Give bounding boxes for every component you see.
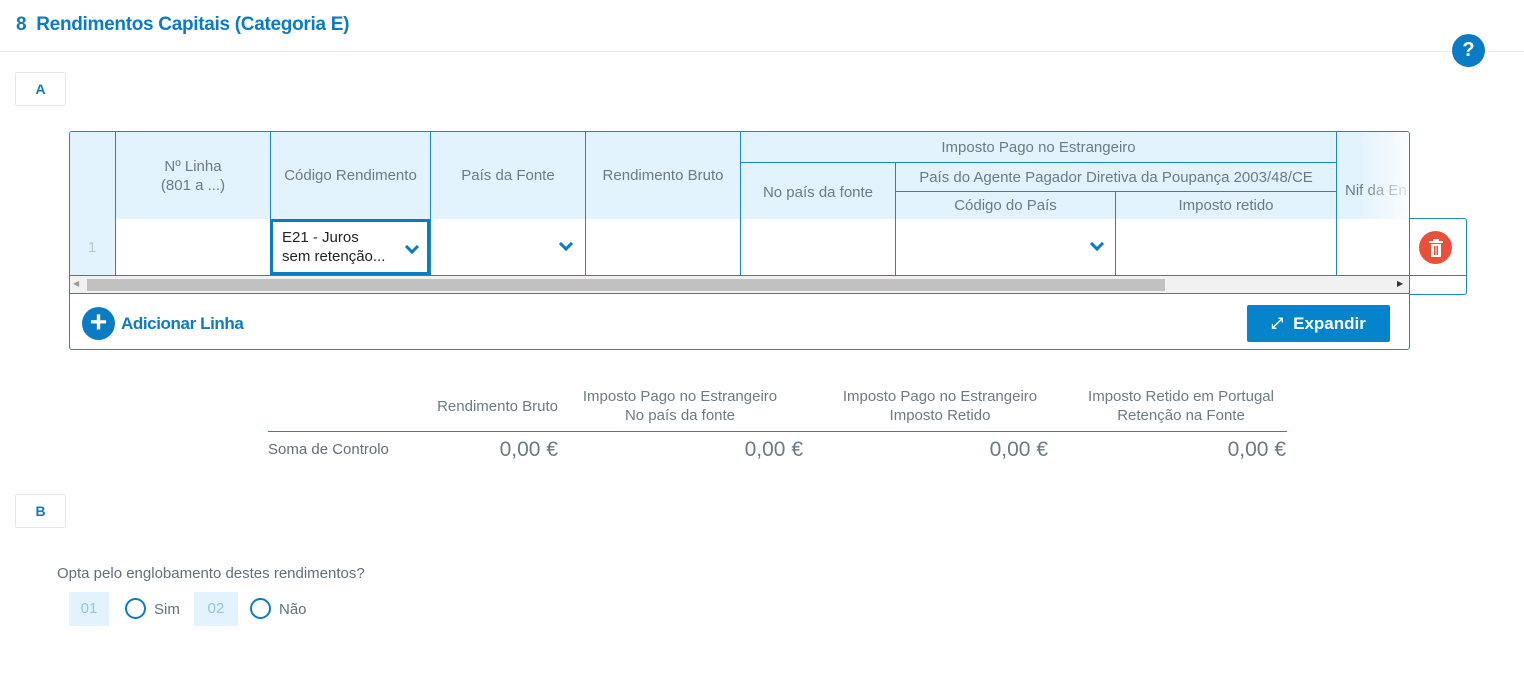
expand-icon: ⤢ bbox=[1271, 315, 1284, 332]
radio-sim-label[interactable]: Sim bbox=[154, 601, 180, 618]
col-codigo: Código Rendimento bbox=[270, 132, 430, 219]
income-table: Nº Linha (801 a ...) Código Rendimento P… bbox=[69, 131, 1410, 350]
chevron-down-icon bbox=[558, 236, 574, 252]
col-bruto: Rendimento Bruto bbox=[585, 132, 740, 219]
radio-nao[interactable] bbox=[250, 598, 271, 619]
codigo-value: E21 - Juros sem retenção... bbox=[282, 229, 386, 265]
section-a-label: A bbox=[15, 72, 66, 106]
col-group-imposto: Imposto Pago no Estrangeiro bbox=[740, 132, 1336, 162]
row-index: 1 bbox=[70, 219, 115, 275]
section-b-label: B bbox=[15, 494, 66, 528]
col-linha: Nº Linha (801 a ...) bbox=[115, 132, 270, 219]
option-code-02: 02 bbox=[194, 592, 238, 626]
plus-icon: + bbox=[82, 307, 115, 340]
add-line-button[interactable]: + Adicionar Linha bbox=[82, 307, 244, 340]
radio-sim[interactable] bbox=[125, 598, 146, 619]
summary-header-bruto: Rendimento Bruto bbox=[437, 398, 558, 415]
summary-row-label: Soma de Controlo bbox=[268, 441, 389, 458]
pais-fonte-select[interactable] bbox=[430, 219, 585, 275]
nif-input[interactable] bbox=[1336, 219, 1409, 275]
page-title: 8 Rendimentos Capitais (Categoria E) bbox=[16, 14, 350, 35]
summary-divider bbox=[268, 431, 1287, 432]
col-codigo-pais: Código do País bbox=[895, 191, 1115, 219]
rendimento-bruto-input[interactable] bbox=[585, 219, 740, 275]
summary-header-no-pais: Imposto Pago no Estrangeiro No país da f… bbox=[582, 388, 778, 424]
imposto-retido-input[interactable] bbox=[1115, 219, 1336, 275]
option-code-01: 01 bbox=[69, 592, 109, 626]
delete-row-button[interactable] bbox=[1419, 231, 1452, 264]
summary-value-bruto: 0,00 € bbox=[499, 438, 558, 461]
expand-button[interactable]: ⤢ Expandir bbox=[1247, 305, 1390, 342]
row-actions bbox=[1409, 218, 1467, 295]
linha-input[interactable] bbox=[115, 219, 270, 275]
col-pais: País da Fonte bbox=[430, 132, 585, 219]
col-no-pais: No país da fonte bbox=[740, 162, 895, 219]
horizontal-scrollbar[interactable]: ◀ ▶ bbox=[70, 275, 1409, 294]
radio-nao-label[interactable]: Não bbox=[279, 601, 307, 618]
chevron-down-icon bbox=[404, 239, 420, 255]
chevron-down-icon bbox=[1089, 236, 1105, 252]
scrollbar-thumb[interactable] bbox=[87, 279, 1165, 291]
summary-value-imposto-retido: 0,00 € bbox=[989, 438, 1048, 461]
trash-icon bbox=[1428, 238, 1443, 257]
question-icon: ? bbox=[1462, 39, 1475, 61]
codigo-pais-select[interactable] bbox=[895, 219, 1115, 275]
add-line-label: Adicionar Linha bbox=[121, 313, 244, 333]
summary-header-imposto-retido: Imposto Pago no Estrangeiro Imposto Reti… bbox=[842, 388, 1038, 424]
col-group-agente: País do Agente Pagador Diretiva da Poupa… bbox=[895, 162, 1336, 191]
codigo-rendimento-select[interactable]: E21 - Juros sem retenção... bbox=[270, 219, 430, 275]
summary-header-portugal: Imposto Retido em Portugal Retenção na F… bbox=[1088, 388, 1274, 424]
scroll-left-arrow[interactable]: ◀ bbox=[73, 279, 80, 288]
row-index-header bbox=[70, 132, 115, 219]
summary-value-no-pais: 0,00 € bbox=[744, 438, 803, 461]
englobamento-question: Opta pelo englobamento destes rendimento… bbox=[57, 565, 365, 582]
header-divider bbox=[0, 51, 1524, 52]
summary-value-portugal: 0,00 € bbox=[1227, 438, 1286, 461]
col-imposto-retido: Imposto retido bbox=[1115, 191, 1336, 219]
scroll-fade bbox=[1360, 132, 1409, 275]
expand-label: Expandir bbox=[1293, 313, 1366, 333]
no-pais-fonte-input[interactable] bbox=[740, 219, 895, 275]
scroll-right-arrow[interactable]: ▶ bbox=[1397, 279, 1404, 288]
help-button[interactable]: ? bbox=[1452, 34, 1485, 67]
